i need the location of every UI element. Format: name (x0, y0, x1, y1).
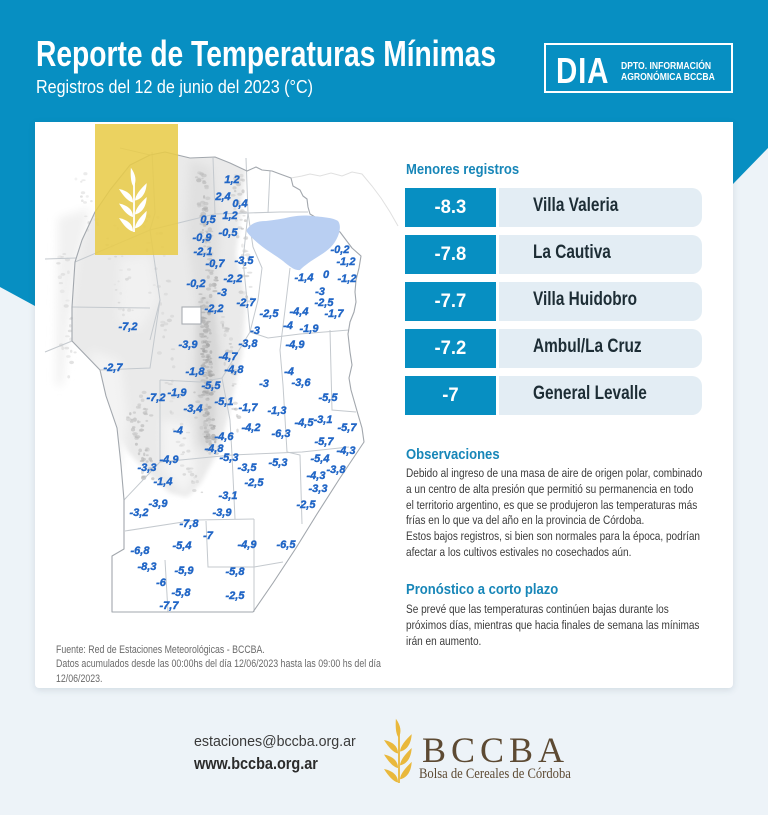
svg-text:-1,2: -1,2 (338, 273, 357, 285)
svg-text:-4,9: -4,9 (286, 339, 306, 351)
svg-text:-0,5: -0,5 (219, 227, 239, 239)
svg-text:-3,1: -3,1 (219, 490, 238, 502)
svg-text:-4,8: -4,8 (225, 364, 245, 376)
svg-text:-5,8: -5,8 (226, 566, 246, 578)
svg-text:-2,5: -2,5 (245, 477, 265, 489)
svg-text:-3: -3 (315, 286, 325, 298)
svg-text:-1,9: -1,9 (300, 323, 320, 335)
svg-text:-7,8: -7,8 (180, 518, 200, 530)
svg-text:-4,5: -4,5 (295, 417, 315, 429)
svg-text:-3,9: -3,9 (149, 498, 169, 510)
svg-text:-4,9: -4,9 (238, 539, 258, 551)
svg-text:-6: -6 (156, 577, 167, 589)
svg-text:-5,1: -5,1 (215, 396, 234, 408)
svg-text:1,2: 1,2 (224, 174, 239, 186)
svg-text:-3,5: -3,5 (235, 255, 255, 267)
svg-text:-0,7: -0,7 (206, 258, 226, 270)
svg-text:-4,4: -4,4 (290, 306, 309, 318)
svg-text:-4,7: -4,7 (219, 351, 239, 363)
svg-text:-1,2: -1,2 (337, 256, 356, 268)
svg-text:-5,8: -5,8 (172, 587, 192, 599)
svg-text:-1,7: -1,7 (239, 402, 259, 414)
svg-text:-1,4: -1,4 (295, 272, 314, 284)
svg-text:-6,8: -6,8 (131, 545, 151, 557)
svg-text:0: 0 (323, 269, 330, 281)
svg-text:-2,5: -2,5 (297, 499, 317, 511)
svg-text:-3,5: -3,5 (238, 462, 258, 474)
svg-text:-4,3: -4,3 (307, 470, 326, 482)
svg-text:2,4: 2,4 (214, 191, 230, 203)
svg-text:-4: -4 (284, 366, 294, 378)
svg-text:-5,4: -5,4 (311, 453, 330, 465)
svg-text:-0,2: -0,2 (187, 278, 206, 290)
svg-text:-2,5: -2,5 (260, 308, 280, 320)
svg-text:-2,2: -2,2 (224, 273, 243, 285)
svg-text:-5,5: -5,5 (319, 392, 339, 404)
svg-text:-2,1: -2,1 (194, 246, 213, 258)
svg-text:-4: -4 (283, 320, 293, 332)
svg-text:-3,9: -3,9 (179, 339, 199, 351)
svg-text:-0,9: -0,9 (193, 232, 213, 244)
svg-text:-5,4: -5,4 (173, 540, 192, 552)
svg-text:-3,4: -3,4 (184, 403, 203, 415)
svg-text:-4,6: -4,6 (215, 431, 235, 443)
svg-text:-5,9: -5,9 (175, 565, 195, 577)
svg-text:-5,7: -5,7 (315, 436, 335, 448)
svg-text:0,4: 0,4 (232, 198, 247, 210)
svg-text:-1,3: -1,3 (268, 405, 287, 417)
svg-text:-3: -3 (217, 287, 227, 299)
svg-text:-6,3: -6,3 (272, 428, 291, 440)
svg-text:-7: -7 (203, 530, 214, 542)
svg-text:-8,3: -8,3 (138, 561, 157, 573)
svg-text:-3,3: -3,3 (138, 462, 157, 474)
svg-text:-4,2: -4,2 (242, 422, 261, 434)
svg-text:-3,8: -3,8 (327, 464, 347, 476)
svg-text:-4,3: -4,3 (337, 445, 356, 457)
svg-text:-4: -4 (173, 425, 183, 437)
svg-text:-7,2: -7,2 (119, 321, 138, 333)
svg-text:-5,5: -5,5 (202, 380, 222, 392)
svg-text:-3,3: -3,3 (309, 483, 328, 495)
svg-text:-3,8: -3,8 (239, 338, 259, 350)
svg-text:-3,6: -3,6 (292, 377, 312, 389)
svg-text:0,5: 0,5 (200, 214, 216, 226)
svg-text:-3,1: -3,1 (314, 414, 333, 426)
svg-text:-2,2: -2,2 (205, 303, 224, 315)
svg-text:-5,3: -5,3 (220, 452, 239, 464)
svg-text:-2,7: -2,7 (237, 297, 257, 309)
svg-text:-0,2: -0,2 (331, 244, 350, 256)
svg-text:-3,2: -3,2 (130, 507, 149, 519)
svg-text:-7,7: -7,7 (160, 600, 180, 612)
svg-text:-3: -3 (259, 378, 269, 390)
svg-text:-6,5: -6,5 (277, 539, 297, 551)
svg-text:-4,9: -4,9 (160, 454, 180, 466)
svg-text:-1,7: -1,7 (325, 308, 345, 320)
svg-text:-1,4: -1,4 (154, 476, 173, 488)
svg-text:-2,5: -2,5 (315, 297, 335, 309)
svg-text:-2,5: -2,5 (226, 590, 246, 602)
svg-text:-1,8: -1,8 (186, 366, 206, 378)
svg-text:-5,7: -5,7 (338, 422, 358, 434)
svg-text:-3,9: -3,9 (213, 507, 233, 519)
svg-text:-1,9: -1,9 (168, 387, 188, 399)
svg-text:-5,3: -5,3 (269, 457, 288, 469)
svg-text:-7,2: -7,2 (147, 392, 166, 404)
svg-text:1,2: 1,2 (222, 210, 237, 222)
svg-text:-4,8: -4,8 (205, 443, 225, 455)
svg-text:-3: -3 (250, 325, 260, 337)
svg-text:-2,7: -2,7 (104, 362, 124, 374)
